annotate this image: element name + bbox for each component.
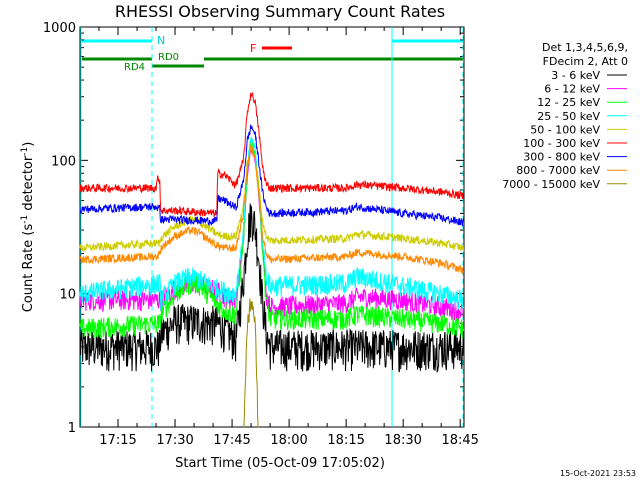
x-tick-label: 18:45 xyxy=(441,433,478,448)
legend: Det 1,3,4,5,6,9, FDecim 2, Att 0 3 - 6 k… xyxy=(502,41,628,191)
y-tick-label: 1000 xyxy=(43,21,76,36)
y-tick-label: 1 xyxy=(68,421,76,436)
y-axis-label: Count Rate (s-1 detector-1) xyxy=(20,142,36,313)
series-line xyxy=(243,298,259,428)
timestamp: 15-Oct-2021 23:53 xyxy=(560,469,636,478)
legend-entry-label: 300 - 800 keV xyxy=(523,151,600,164)
series-line xyxy=(79,144,465,274)
legend-entry-label: 6 - 12 keV xyxy=(544,83,600,96)
x-axis: 17:15 17:30 17:45 18:00 18:15 18:30 18:45 xyxy=(98,27,479,448)
legend-entry-label: 3 - 6 keV xyxy=(551,69,600,82)
series-line xyxy=(79,124,465,227)
series-line xyxy=(79,136,465,339)
y-tick-label: 100 xyxy=(51,154,76,169)
legend-entry-label: 12 - 25 keV xyxy=(537,96,600,109)
night-label: N xyxy=(157,34,165,47)
y-tick-label: 10 xyxy=(59,288,76,303)
x-tick-label: 17:45 xyxy=(213,433,250,448)
series-group xyxy=(79,92,465,428)
status-bars: N RD4 RD0 F xyxy=(82,34,463,73)
interval-markers xyxy=(80,27,464,427)
plot-frame xyxy=(79,26,465,428)
rd4-label: RD4 xyxy=(124,62,145,73)
x-tick-label: 18:30 xyxy=(384,433,421,448)
x-tick-label: 18:00 xyxy=(270,433,307,448)
x-axis-label: Start Time (05-Oct-09 17:05:02) xyxy=(175,456,385,471)
legend-entry-label: 7000 - 15000 keV xyxy=(502,178,600,191)
legend-header-line: Det 1,3,4,5,6,9, xyxy=(542,41,628,54)
legend-entry-label: 25 - 50 keV xyxy=(537,110,600,123)
rd0-label: RD0 xyxy=(158,52,179,63)
legend-entry-label: 100 - 300 keV xyxy=(523,137,600,150)
y-axis: 1 10 100 1000 xyxy=(43,21,464,436)
flare-label: F xyxy=(250,42,256,55)
series-line xyxy=(79,203,465,374)
chart-title: RHESSI Observing Summary Count Rates xyxy=(115,2,445,21)
x-tick-label: 17:15 xyxy=(99,433,136,448)
series-line xyxy=(79,146,465,321)
legend-header-line: FDecim 2, Att 0 xyxy=(543,55,628,68)
legend-entry-label: 50 - 100 keV xyxy=(530,123,600,136)
x-tick-label: 18:15 xyxy=(327,433,364,448)
series-line xyxy=(79,143,465,253)
series-line xyxy=(79,136,464,312)
legend-entry-label: 800 - 7000 keV xyxy=(516,164,600,177)
x-tick-label: 17:30 xyxy=(156,433,193,448)
series-line xyxy=(79,92,465,217)
